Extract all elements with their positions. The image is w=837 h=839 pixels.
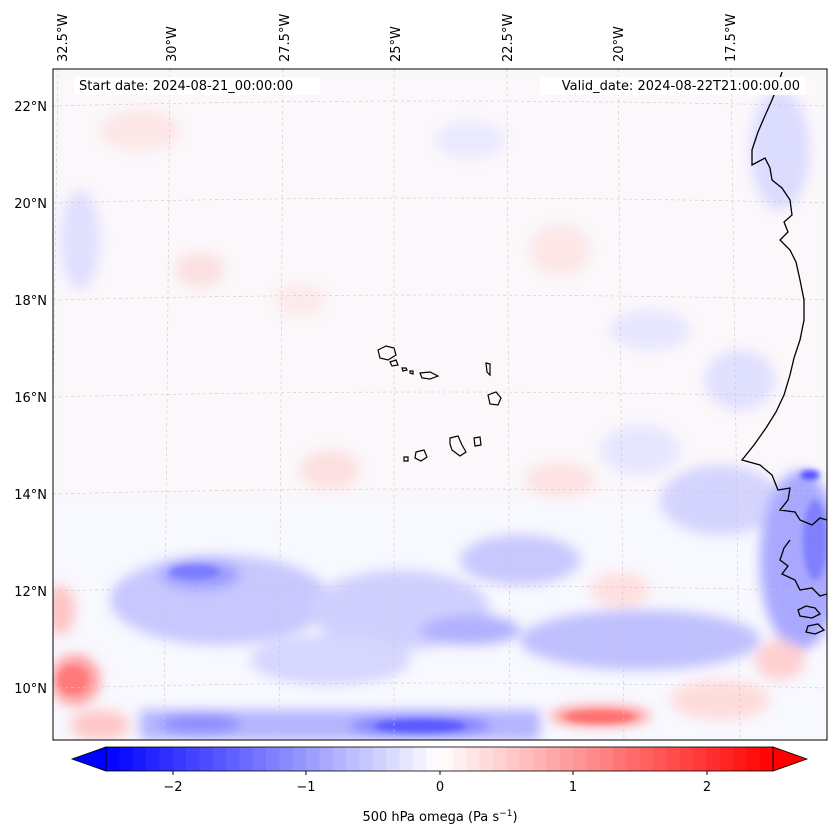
longitude-labels: 32.5°W 30°W 27.5°W 25°W 22.5°W 20°W 17.5… (56, 14, 739, 62)
colorbar-cell (346, 747, 360, 771)
colorbar-cell (319, 747, 334, 771)
colorbar-cell (466, 747, 481, 771)
lon-label: 17.5°W (724, 14, 739, 62)
colorbar-cell (186, 747, 200, 771)
colorbar-cell (399, 747, 414, 771)
colorbar-cell (226, 747, 240, 771)
colorbar-cell (759, 747, 774, 771)
lon-label: 20°W (612, 26, 627, 62)
lat-label: 22°N (14, 100, 47, 115)
colorbar-cell (599, 747, 614, 771)
colorbar-cell (532, 747, 547, 771)
lat-label: 14°N (14, 488, 47, 503)
start-date-label: Start date: 2024-08-21_00:00:00 (79, 79, 293, 94)
colorbar-cell (626, 747, 641, 771)
colorbar: −2 −1 0 1 2 500 hPa omega (Pa s−1) (70, 746, 809, 825)
colorbar-cell (172, 747, 187, 771)
colorbar-cell (132, 747, 147, 771)
colorbar-ticks (172, 771, 708, 775)
colorbar-cell (159, 747, 174, 771)
colorbar-tick-label: 1 (569, 780, 577, 795)
colorbar-cell (266, 747, 280, 771)
colorbar-cell (639, 747, 654, 771)
colorbar-cell (426, 747, 440, 771)
colorbar-cell (706, 747, 721, 771)
colorbar-cell (119, 747, 134, 771)
map-panel (53, 69, 827, 740)
colorbar-cell (279, 747, 294, 771)
colorbar-cells (106, 747, 774, 771)
colorbar-cell (719, 747, 734, 771)
graticule (53, 69, 827, 740)
lon-label: 27.5°W (278, 14, 293, 62)
cape-verde-islands (377, 345, 502, 462)
colorbar-cell (292, 747, 307, 771)
colorbar-cell (559, 747, 574, 771)
colorbar-cell (679, 747, 694, 771)
lon-label: 22.5°W (501, 14, 516, 62)
colorbar-cell (586, 747, 601, 771)
colorbar-cell (652, 747, 667, 771)
lat-label: 12°N (14, 585, 47, 600)
colorbar-cell (479, 747, 494, 771)
lon-label: 25°W (389, 26, 404, 62)
colorbar-cell (199, 747, 214, 771)
coastline (740, 71, 827, 635)
colorbar-cell (386, 747, 400, 771)
lat-label: 18°N (14, 294, 47, 309)
colorbar-cell (519, 747, 534, 771)
colorbar-tick-label: 0 (436, 780, 444, 795)
colorbar-tick-label: 2 (703, 780, 711, 795)
colorbar-cell (212, 747, 227, 771)
colorbar-extend-high (772, 746, 809, 772)
colorbar-cell (612, 747, 627, 771)
colorbar-extend-low (70, 746, 107, 772)
colorbar-cell (146, 747, 160, 771)
colorbar-cell (506, 747, 521, 771)
colorbar-cell (452, 747, 467, 771)
colorbar-cell (692, 747, 707, 771)
colorbar-cell (572, 747, 587, 771)
colorbar-cell (732, 747, 747, 771)
colorbar-cell (372, 747, 387, 771)
latitude-labels: 22°N 20°N 18°N 16°N 14°N 12°N 10°N (14, 100, 47, 697)
colorbar-label: 500 hPa omega (Pa s−1) (362, 809, 517, 825)
colorbar-cell (492, 747, 507, 771)
colorbar-cell (666, 747, 681, 771)
colorbar-cell (252, 747, 267, 771)
lat-label: 10°N (14, 682, 47, 697)
colorbar-tick-label: −2 (163, 780, 182, 795)
colorbar-cell (439, 747, 454, 771)
colorbar-cell (412, 747, 427, 771)
lon-label: 30°W (165, 26, 180, 62)
lon-label: 32.5°W (56, 14, 71, 62)
colorbar-cell (359, 747, 374, 771)
colorbar-tick-label: −1 (296, 780, 315, 795)
colorbar-cell (546, 747, 561, 771)
map-frame (52, 68, 828, 741)
colorbar-cell (746, 747, 761, 771)
lat-label: 20°N (14, 197, 47, 212)
colorbar-cell (332, 747, 347, 771)
lat-label: 16°N (14, 391, 47, 406)
colorbar-cell (106, 747, 120, 771)
colorbar-cell (239, 747, 254, 771)
colorbar-cell (306, 747, 320, 771)
valid-date-label: Valid_date: 2024-08-22T21:00:00.00 (562, 79, 800, 94)
